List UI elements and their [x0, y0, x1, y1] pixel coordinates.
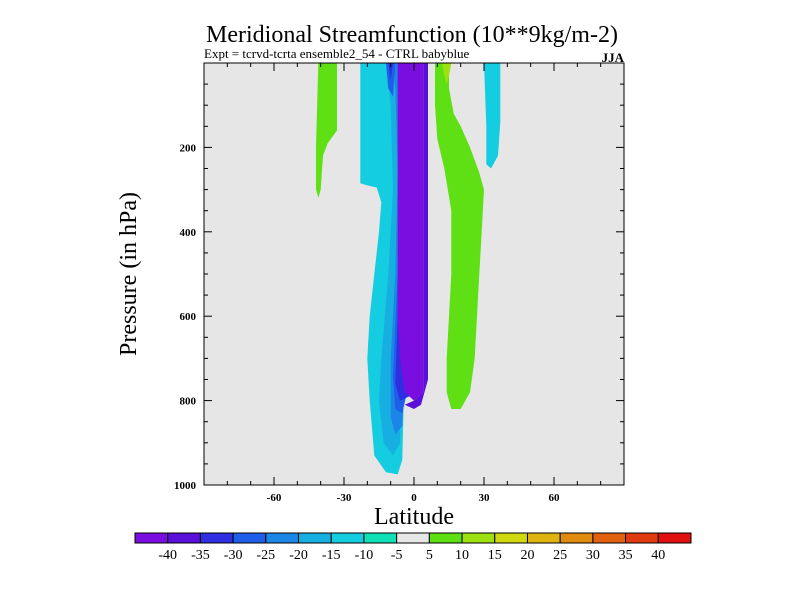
colorbar-label: 40 — [651, 548, 665, 563]
x-tick-labels: -60 -30 0 30 60 — [267, 492, 560, 504]
season-label: JJA — [602, 50, 625, 65]
colorbar-swatch — [396, 532, 430, 544]
y-tick-label: 200 — [180, 142, 197, 154]
colorbar-label: 20 — [520, 548, 534, 563]
colorbar-swatch — [298, 532, 332, 544]
colorbar-swatch — [657, 532, 692, 544]
contour-region-sh-upper-negative-core — [386, 63, 396, 97]
colorbar-label: -15 — [322, 548, 341, 563]
colorbar-label: 10 — [455, 548, 469, 563]
colorbar-label: -40 — [158, 548, 177, 563]
contour-region-nh-upper-negative — [484, 63, 501, 169]
colorbar-labels: -40 -35 -30 -25 -20 -15 -10 -5 5 10 15 20 25 30 35 40 — [158, 548, 665, 563]
colorbar-label: 35 — [619, 548, 633, 563]
colorbar-swatch — [167, 532, 201, 544]
colorbar-label: -30 — [224, 548, 243, 563]
contour-region-nh-positive-band — [435, 63, 484, 409]
y-tick-label: 1000 — [174, 480, 197, 492]
colorbar-label: -20 — [289, 548, 308, 563]
colorbar-label: 15 — [488, 548, 502, 563]
contour-region-equatorial-negative-edge — [404, 63, 428, 409]
y-tick-label: 400 — [180, 227, 197, 239]
x-tick-label: 60 — [549, 492, 561, 504]
y-tick-label: 600 — [180, 311, 197, 323]
x-tick-label: 0 — [411, 492, 417, 504]
colorbar-swatch — [428, 532, 463, 544]
colorbar-swatch — [592, 532, 627, 544]
colorbar-swatch — [526, 532, 561, 544]
colorbar-swatch — [461, 532, 496, 544]
colorbar — [134, 532, 692, 544]
colorbar-label: 5 — [426, 548, 433, 563]
colorbar-swatch — [134, 532, 169, 544]
chart-subtitle: Expt = tcrvd-tcrta ensemble2_54 - CTRL b… — [204, 46, 470, 61]
x-tick-label: -30 — [337, 492, 352, 504]
colorbar-swatch — [363, 532, 398, 544]
contour-region-sh-upper-negative-core-2 — [388, 63, 393, 80]
colorbar-swatch — [265, 532, 300, 544]
colorbar-swatch — [330, 532, 365, 544]
contour-region-sh-mid-positive — [316, 63, 337, 198]
colorbar-label: -35 — [191, 548, 210, 563]
y-tick-label: 800 — [180, 396, 197, 408]
colorbar-swatch — [559, 532, 594, 544]
plot-area — [203, 62, 625, 486]
contour-region-equatorial-core — [397, 63, 424, 401]
colorbar-label: -5 — [391, 548, 403, 563]
colorbar-label: -10 — [355, 548, 374, 563]
x-tick-label: 30 — [479, 492, 491, 504]
colorbar-label: 25 — [553, 548, 567, 563]
colorbar-label: 30 — [586, 548, 600, 563]
colorbar-swatch — [199, 532, 234, 544]
contour-regions — [316, 63, 501, 475]
x-tick-label: -60 — [267, 492, 282, 504]
x-axis-title: Latitude — [374, 504, 454, 530]
chart-title: Meridional Streamfunction (10**9kg/m-2) — [206, 22, 618, 48]
colorbar-swatch — [625, 532, 659, 544]
y-axis-title: Pressure (in hPa) — [116, 192, 142, 356]
contour-region-nh-positive-upper — [442, 63, 452, 85]
colorbar-label: -25 — [256, 548, 275, 563]
colorbar-swatch — [232, 532, 267, 544]
colorbar-swatch — [494, 532, 528, 544]
y-tick-labels: 200 400 600 800 1000 — [174, 142, 197, 492]
axis-ticks — [204, 63, 624, 485]
